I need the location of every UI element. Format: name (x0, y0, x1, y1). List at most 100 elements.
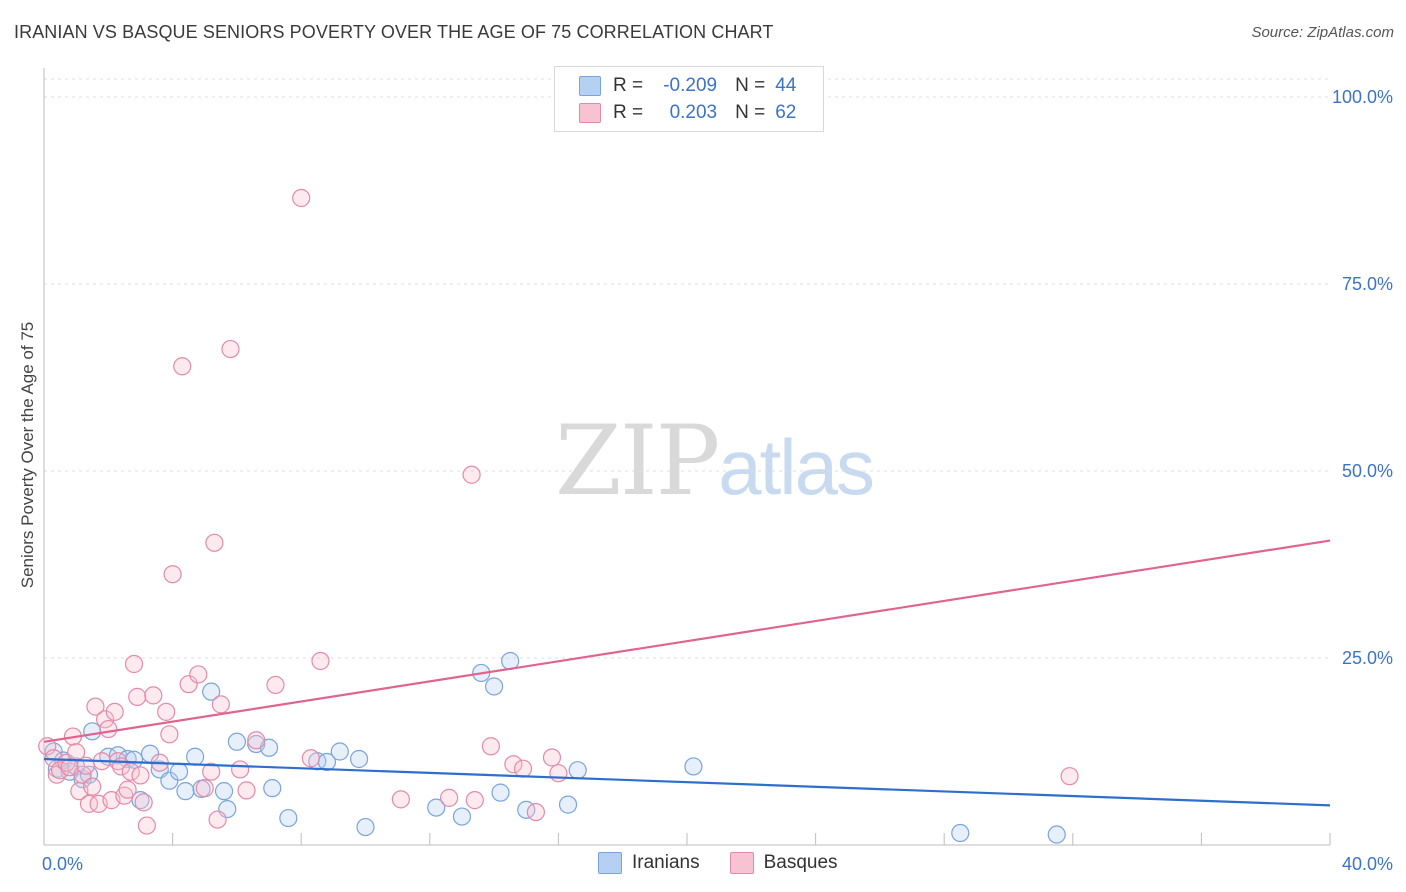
legend-n-label: N = (735, 75, 766, 96)
basque-point (1060, 767, 1079, 786)
iranian-point (427, 798, 446, 817)
iranian-point (169, 762, 189, 781)
series-legend-basques[interactable]: Basques (729, 852, 838, 874)
y-tick-label: 75.0% (1342, 274, 1393, 294)
basque-point (237, 781, 256, 800)
basque-point (221, 339, 240, 359)
basque-point (439, 788, 459, 807)
basque-point (549, 764, 568, 783)
tick-labels: 25.0% 50.0% 75.0% 100.0% 0.0% 40.0% (42, 87, 1393, 874)
iranian-point (485, 677, 504, 696)
basque-point (391, 790, 410, 809)
iranian-point (684, 757, 703, 776)
basque-point (144, 686, 163, 705)
y-tick-label: 100.0% (1332, 87, 1393, 107)
basque-point (131, 766, 150, 785)
iranian-point (176, 782, 195, 801)
basque-point (301, 749, 320, 768)
basque-point (128, 687, 147, 706)
basque-point (95, 710, 115, 729)
iranian-point (202, 682, 221, 701)
iranian-point (186, 747, 205, 766)
iranian-point (349, 749, 369, 769)
basque-point (134, 793, 153, 812)
watermark: ZIPatlas (555, 405, 875, 517)
basque-point (163, 565, 182, 584)
basque-point (118, 780, 137, 799)
basque-point (173, 357, 192, 376)
basque-point (157, 702, 176, 721)
basque-point (205, 533, 224, 552)
basque-point (208, 810, 227, 829)
iranian-point (214, 782, 234, 801)
legend-r-value: -0.209 (663, 75, 718, 96)
axes (43, 68, 1331, 846)
legend-swatch-iranians (579, 76, 601, 96)
basque-point (231, 760, 250, 779)
y-tick-label: 25.0% (1342, 648, 1393, 668)
chart-title: IRANIAN VS BASQUE SENIORS POVERTY OVER T… (14, 22, 774, 42)
iranian-point (227, 732, 246, 751)
legend-swatch-basques (579, 103, 601, 123)
basque-point (137, 816, 156, 835)
iranian-point (558, 795, 578, 814)
basque-point (195, 779, 214, 798)
basque-point (462, 465, 481, 484)
legend-row-iranians: R = -0.209 N = 44 (579, 74, 796, 98)
x-tick-label: 0.0% (42, 854, 83, 874)
basque-point (526, 802, 545, 822)
basque-point (481, 737, 500, 756)
basque-point (86, 697, 105, 716)
basque-point (465, 791, 484, 810)
series-label-iranians: Iranians (632, 852, 700, 873)
gridlines (44, 78, 1330, 659)
basque-point (99, 719, 118, 739)
iranian-point (452, 807, 472, 826)
basque-point (79, 794, 99, 813)
series-swatch-iranians (598, 852, 622, 874)
correlation-legend: R = -0.209 N = 44 R = 0.203 N = 62 (554, 66, 824, 132)
legend-r-label: R = (613, 75, 644, 96)
trend-lines (43, 539, 1331, 807)
iranian-point (356, 817, 375, 837)
series-legend: Iranians Basques (598, 852, 868, 874)
basque-point (292, 188, 311, 208)
iranian-point (568, 761, 587, 780)
basque-point (311, 651, 330, 671)
iranian-point (951, 823, 970, 843)
basque-point (124, 654, 144, 674)
legend-n-label: N = (735, 102, 766, 123)
basque-point (105, 702, 124, 721)
series-legend-iranians[interactable]: Iranians (598, 852, 700, 874)
legend-row-basques: R = 0.203 N = 62 (579, 101, 796, 125)
basque-point (247, 731, 266, 750)
basque-point (211, 695, 230, 714)
watermark-zip: ZIP (555, 405, 720, 517)
legend-r-value: 0.203 (669, 102, 718, 123)
basque-point (513, 759, 533, 778)
watermark-atlas: atlas (718, 423, 875, 511)
data-points (38, 188, 1079, 844)
basque-trend-line (43, 539, 1331, 743)
basque-point (266, 675, 285, 695)
iranian-point (263, 779, 282, 798)
basque-point (83, 777, 102, 796)
legend-n-value: 62 (775, 102, 797, 123)
iranian-point (279, 808, 298, 828)
series-label-basques: Basques (763, 852, 838, 873)
iranian-trend-line (43, 757, 1331, 807)
iranian-point (1047, 825, 1066, 844)
basque-point (202, 762, 221, 781)
source-label: Source: ZipAtlas.com (1251, 24, 1394, 41)
iranian-point (491, 783, 510, 802)
iranian-point (330, 742, 349, 761)
x-tick-label: 40.0% (1342, 854, 1393, 874)
basque-point (179, 675, 198, 694)
basque-point (542, 748, 562, 767)
basque-point (160, 725, 179, 744)
legend-r-label: R = (613, 102, 644, 123)
basque-point (189, 665, 208, 684)
iranian-point (83, 722, 102, 741)
y-tick-label: 50.0% (1342, 461, 1393, 481)
